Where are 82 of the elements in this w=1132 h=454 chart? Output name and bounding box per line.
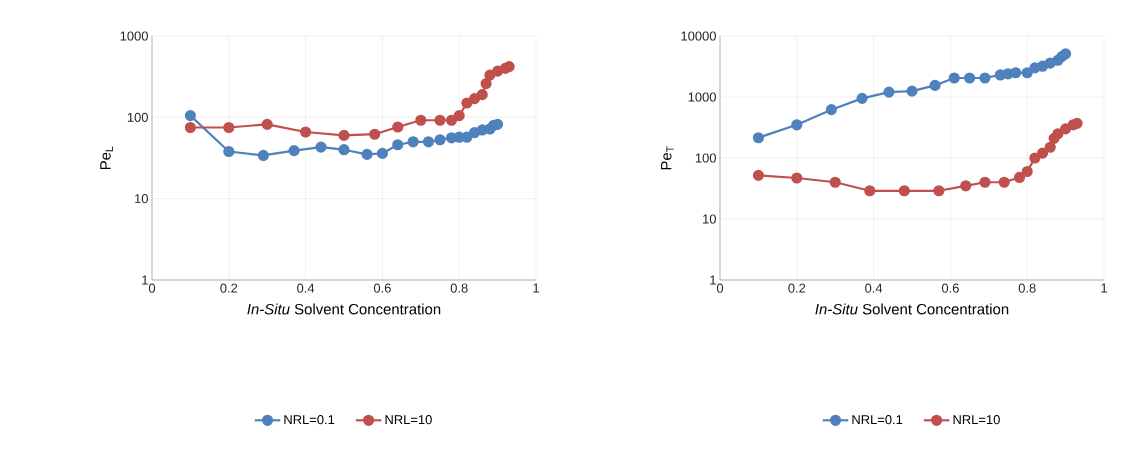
point [1060,48,1072,60]
y-tick-label: 1 [710,275,716,285]
x-tick-label: 0.6 [373,283,391,293]
y-tick-label: 1000 [120,31,148,41]
x-tick-label: 0 [716,283,724,293]
point [434,134,446,146]
point [453,110,465,122]
point [752,169,764,181]
point [369,128,381,140]
point [376,147,388,159]
point [261,118,273,130]
point [864,185,876,197]
point [480,78,492,90]
x-tick-label: 0.4 [297,283,315,293]
point [998,176,1010,188]
y-tick-label: 100 [695,153,716,163]
point [415,114,427,126]
x-tick-label: 0.8 [450,283,468,293]
point [933,185,945,197]
x-tick-label: 0.4 [865,283,883,293]
point [791,119,803,131]
point [898,185,910,197]
point [1021,165,1033,178]
point [948,72,960,84]
point [979,72,991,84]
point [338,144,350,156]
point [829,176,841,188]
legend-label: NRL=0.1 [284,415,335,425]
point [752,132,764,144]
point [476,89,488,101]
point [257,149,269,162]
point [825,104,837,116]
point [856,92,868,104]
point [1021,67,1033,79]
y-tick-label: 10 [135,194,148,204]
legend-label: NRL=10 [385,415,432,425]
point [392,121,404,133]
point [223,145,235,158]
point [960,180,972,192]
point [315,141,327,153]
point [184,121,196,134]
y-tick-label: 10000 [681,31,716,41]
y-axis-title: Pe$_{T}$ [661,146,674,170]
y-tick-label: 10 [703,214,716,224]
point [392,139,404,151]
x-tick-label: 0.6 [941,283,959,293]
point [964,72,976,84]
point [1044,141,1056,153]
x-tick-label: 1 [1101,283,1107,293]
point [184,110,196,122]
point [407,136,419,148]
point [1036,147,1049,159]
x-tick-label: 0.2 [788,283,806,293]
point [883,86,895,98]
x-tick-label: 1 [533,283,539,293]
point [288,145,300,157]
x-tick-label: 0 [148,283,156,293]
point [1052,128,1064,140]
point [906,85,918,97]
point [791,172,803,184]
x-tick-label: 0.2 [220,283,238,293]
x-axis-title: In-Situ Solvent Concentration [247,303,441,315]
point [1013,171,1026,184]
point [338,129,350,141]
point [929,79,941,91]
point [422,136,435,148]
x-tick-label: 0.8 [1018,283,1036,293]
point [468,93,481,105]
point [1010,67,1022,79]
point [223,121,235,134]
legend-label: NRL=0.1 [852,415,903,425]
point [361,148,373,160]
y-tick-label: 1000 [688,92,716,102]
point [434,114,446,126]
y-tick-label: 100 [127,112,148,122]
y-tick-label: 1 [142,275,148,285]
point [300,126,312,138]
legend-label: NRL=10 [953,415,1000,425]
point [445,114,458,126]
x-axis-title: In-Situ Solvent Concentration [815,303,1009,315]
point [979,176,991,188]
y-axis-title: Pe$_{L}$ [100,146,113,170]
